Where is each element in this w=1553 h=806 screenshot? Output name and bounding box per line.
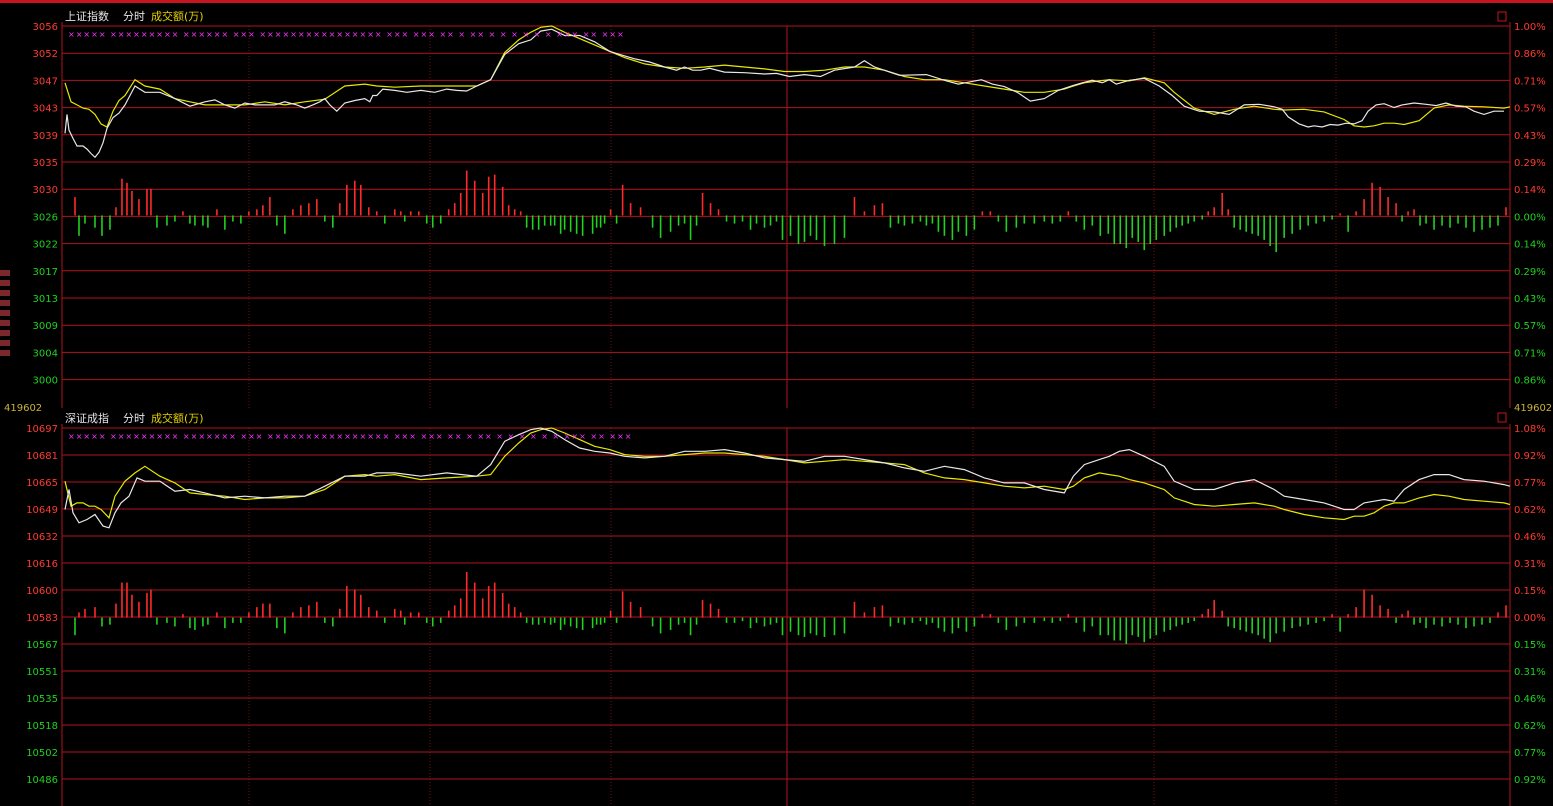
left-edge-marker — [0, 270, 10, 360]
y-tick-left: 10567 — [26, 640, 58, 651]
index-price-line — [64, 28, 1504, 159]
index-price-line — [64, 427, 1511, 529]
y-tick-right: 0.31% — [1514, 667, 1546, 678]
y-tick-left: 10665 — [26, 478, 58, 489]
y-tick-left: 10681 — [26, 451, 58, 462]
y-tick-right: 0.46% — [1514, 694, 1546, 705]
y-tick-right: 0.43% — [1514, 294, 1546, 305]
y-tick-left: 3047 — [33, 76, 58, 87]
panel-toggle-bottom-button[interactable] — [1497, 412, 1507, 423]
y-tick-right: 0.92% — [1514, 775, 1546, 786]
y-tick-left: 3030 — [33, 185, 58, 196]
y-tick-right: 0.86% — [1514, 49, 1546, 60]
panel-shenzhen-index: 10697 1.08% 10681 0.92% 10665 0.77% 10649 0.62%… — [26, 424, 1546, 806]
volume-label-left: 419602 — [4, 403, 42, 414]
y-tick-right: 0.71% — [1514, 76, 1546, 87]
y-tick-right: 0.71% — [1514, 348, 1546, 359]
y-tick-left: 3004 — [33, 348, 58, 359]
y-tick-right: 0.92% — [1514, 451, 1546, 462]
title-index-top: 上证指数 — [65, 9, 109, 23]
y-tick-right: 1.00% — [1514, 22, 1546, 33]
y-tick-right: 0.00% — [1514, 212, 1546, 223]
y-tick-right: 0.15% — [1514, 586, 1546, 597]
y-tick-right: 0.29% — [1514, 158, 1546, 169]
y-tick-left: 10551 — [26, 667, 58, 678]
y-tick-left: 3039 — [33, 131, 58, 142]
title-volume-top: 成交额(万) — [151, 9, 204, 23]
panel-shanghai-index: 3056 1.00% 3052 0.86% 3047 0.71% 3043 0.57% 3039… — [33, 22, 1546, 408]
y-tick-right: 0.86% — [1514, 376, 1546, 387]
y-tick-left: 10632 — [26, 532, 58, 543]
y-tick-left: 10583 — [26, 613, 58, 624]
y-tick-right: 0.29% — [1514, 267, 1546, 278]
y-tick-right: 0.14% — [1514, 240, 1546, 251]
y-tick-left: 3017 — [33, 267, 58, 278]
y-tick-left: 3013 — [33, 294, 58, 305]
y-tick-left: 10486 — [26, 775, 58, 786]
y-tick-right: 0.00% — [1514, 613, 1546, 624]
title-index-bottom: 深证成指 — [65, 411, 109, 425]
y-tick-right: 0.15% — [1514, 640, 1546, 651]
chart-frame: 上证指数 分时 成交额(万) 深证成指 分时 成交额(万) 419602 419… — [4, 9, 1552, 425]
y-tick-left: 3022 — [33, 240, 58, 251]
y-tick-left: 3009 — [33, 321, 58, 332]
y-tick-right: 0.62% — [1514, 721, 1546, 732]
average-price-line — [64, 25, 1511, 128]
y-tick-right: 0.57% — [1514, 321, 1546, 332]
y-tick-right: 0.57% — [1514, 104, 1546, 115]
y-tick-right: 0.77% — [1514, 478, 1546, 489]
y-tick-left: 10518 — [26, 721, 58, 732]
y-tick-left: 3000 — [33, 376, 58, 387]
y-tick-left: 3043 — [33, 104, 58, 115]
y-tick-left: 10502 — [26, 748, 58, 759]
title-mode-top: 分时 — [123, 10, 145, 23]
y-tick-right: 0.43% — [1514, 131, 1546, 142]
y-tick-left: 10535 — [26, 694, 58, 705]
y-tick-right: 0.14% — [1514, 185, 1546, 196]
y-tick-right: 0.62% — [1514, 505, 1546, 516]
title-mode-bottom: 分时 — [123, 412, 145, 425]
panel-toggle-top-button[interactable] — [1497, 11, 1507, 22]
title-volume-bottom: 成交额(万) — [151, 411, 204, 425]
y-tick-left: 3056 — [33, 22, 58, 33]
signal-markers: ××××× ××××××××× ××××××× ××× ××××××××××××… — [68, 432, 632, 441]
volume-label-right: 419602 — [1514, 403, 1552, 414]
y-tick-left: 3026 — [33, 212, 58, 223]
y-tick-right: 0.46% — [1514, 532, 1546, 543]
y-tick-right: 0.31% — [1514, 559, 1546, 570]
y-tick-right: 0.77% — [1514, 748, 1546, 759]
y-tick-right: 1.08% — [1514, 424, 1546, 435]
y-tick-left: 10600 — [26, 586, 58, 597]
y-tick-left: 10697 — [26, 424, 58, 435]
y-tick-left: 3052 — [33, 49, 58, 60]
signal-markers: ××××× ××××××××× ×××××× ××× ×××××××××××××… — [68, 30, 625, 39]
window-top-border — [0, 0, 1553, 6]
y-tick-left: 10649 — [26, 505, 58, 516]
y-tick-left: 10616 — [26, 559, 58, 570]
y-tick-left: 3035 — [33, 158, 58, 169]
